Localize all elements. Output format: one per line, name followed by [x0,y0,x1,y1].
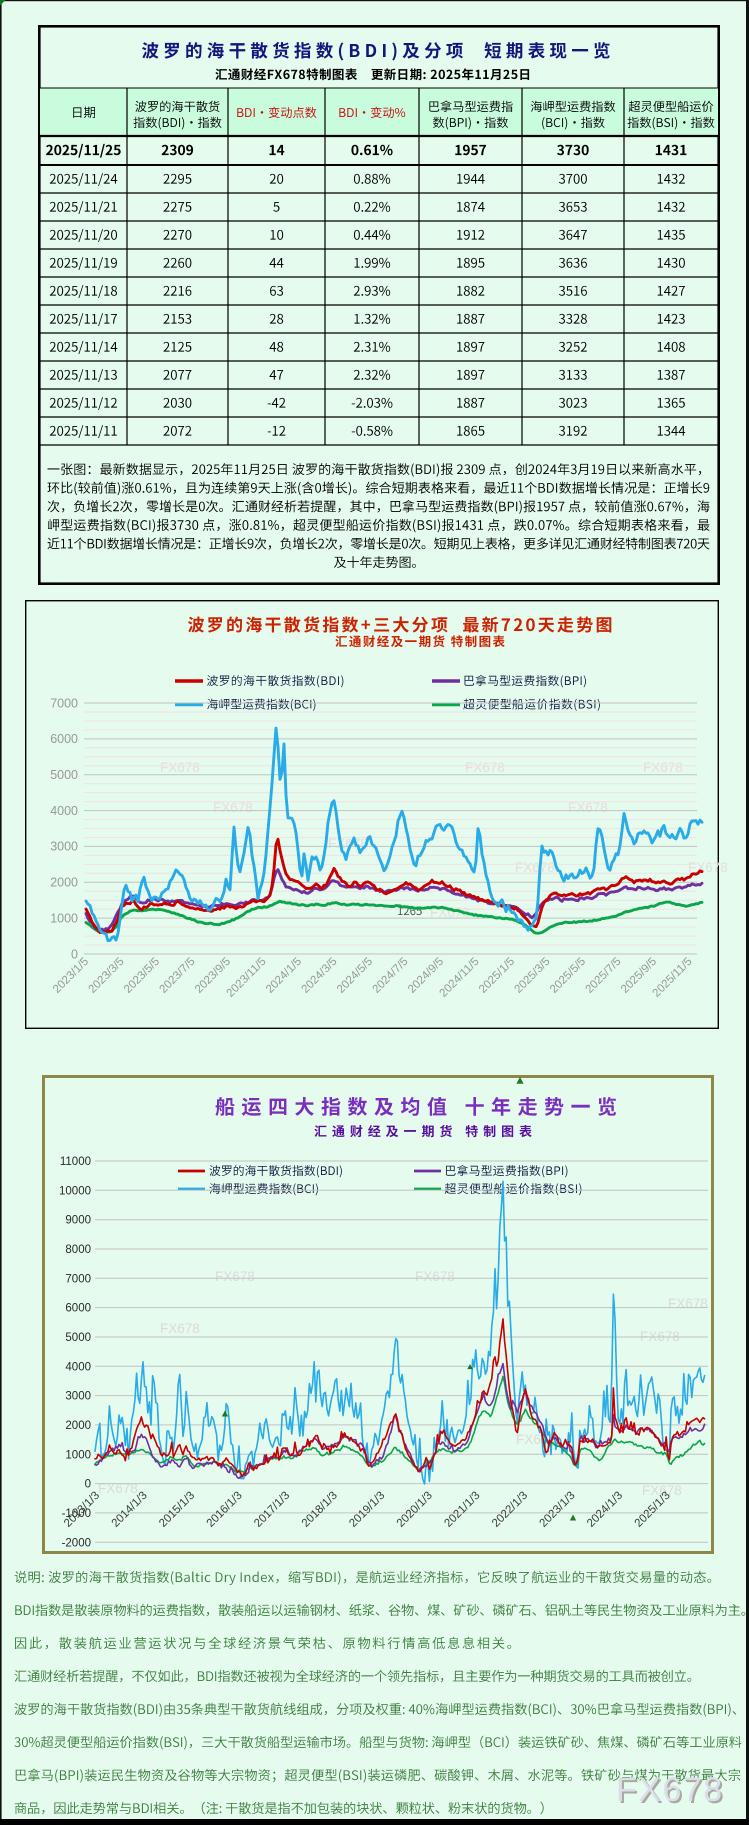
svg-text:3000: 3000 [65,1391,91,1403]
svg-text:5000: 5000 [65,1332,91,1344]
svg-text:FX678: FX678 [643,760,683,775]
svg-text:FX678: FX678 [465,760,505,775]
svg-text:11000: 11000 [60,1156,91,1168]
svg-text:FX678: FX678 [215,1269,255,1284]
svg-text:FX678: FX678 [160,1321,200,1336]
svg-text:3000: 3000 [50,840,78,854]
svg-text:FX678: FX678 [616,1771,724,1809]
svg-text:FX678: FX678 [515,860,555,875]
svg-text:FX678: FX678 [668,1296,708,1311]
svg-text:1000: 1000 [50,911,78,925]
svg-text:7000: 7000 [50,696,78,710]
svg-text:2000: 2000 [65,1420,91,1432]
svg-text:10000: 10000 [59,1185,91,1197]
svg-text:0: 0 [71,947,78,961]
svg-text:-2000: -2000 [62,1537,91,1549]
svg-text:FX678: FX678 [568,800,608,815]
svg-text:4000: 4000 [65,1361,91,1373]
svg-text:6000: 6000 [65,1303,91,1315]
svg-text:4000: 4000 [50,804,78,818]
svg-text:FX678: FX678 [618,1773,726,1811]
svg-text:0: 0 [85,1479,91,1491]
svg-text:2000: 2000 [50,876,78,890]
svg-text:1000: 1000 [65,1449,91,1461]
svg-text:FX678: FX678 [98,1481,138,1496]
svg-text:5000: 5000 [50,768,78,782]
svg-text:6000: 6000 [50,732,78,746]
svg-text:8000: 8000 [65,1244,91,1256]
svg-text:FX678: FX678 [160,760,200,775]
svg-text:7000: 7000 [65,1273,91,1285]
svg-text:9000: 9000 [65,1215,91,1227]
svg-text:FX678: FX678 [642,1483,682,1498]
svg-text:-1000: -1000 [62,1508,91,1520]
svg-text:FX678: FX678 [213,800,253,815]
svg-text:FX678: FX678 [415,1269,455,1284]
